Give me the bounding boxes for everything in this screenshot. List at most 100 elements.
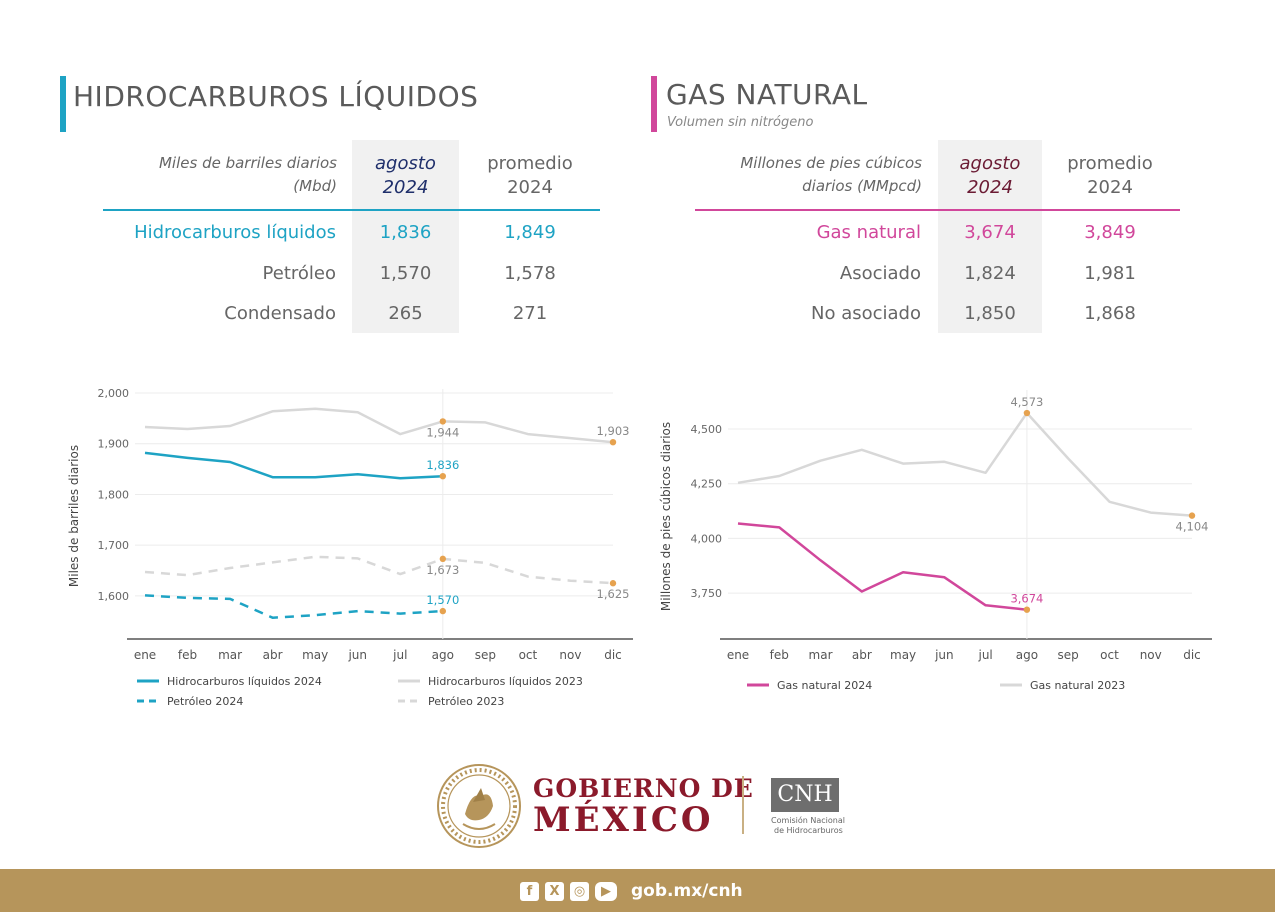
x-tick-label: mar bbox=[809, 648, 833, 662]
data-point-marker bbox=[1023, 409, 1031, 417]
cnh-name-line2: de Hidrocarburos bbox=[774, 826, 843, 835]
y-axis-label: Miles de barriles diarios bbox=[67, 445, 81, 587]
series-line bbox=[737, 411, 1193, 517]
x-tick-label: ago bbox=[432, 648, 454, 662]
gas-row-month: 1,824 bbox=[964, 263, 1016, 284]
y-tick-label: 4,250 bbox=[691, 478, 723, 491]
x-tick-label: may bbox=[890, 648, 916, 662]
mexico-seal-icon bbox=[437, 764, 521, 848]
gas-month-column-shade bbox=[938, 140, 1042, 333]
x-tick-label: sep bbox=[475, 648, 496, 662]
gas-row-label: No asociado bbox=[811, 303, 921, 324]
legend-label: Hidrocarburos líquidos 2024 bbox=[167, 675, 322, 688]
data-label: 1,944 bbox=[426, 425, 459, 439]
liquidos-row-label: Hidrocarburos líquidos bbox=[134, 222, 336, 243]
y-tick-label: 4,000 bbox=[691, 532, 723, 545]
gas-row-avg: 1,981 bbox=[1084, 263, 1136, 284]
gas-avg-header-line2: 2024 bbox=[1087, 177, 1133, 198]
youtube-icon[interactable]: ▶ bbox=[595, 881, 617, 901]
liquidos-avg-header-line2: 2024 bbox=[507, 177, 553, 198]
footer-logos: GOBIERNO DE MÉXICO CNH Comisión Nacional… bbox=[430, 762, 850, 852]
x-icon[interactable]: X bbox=[545, 881, 564, 901]
x-tick-label: feb bbox=[178, 648, 197, 662]
gas-title-accent bbox=[651, 76, 657, 132]
cnh-name-line1: Comisión Nacional bbox=[771, 816, 845, 825]
cnh-logo: CNH bbox=[771, 778, 839, 812]
liquidos-row-month: 1,836 bbox=[379, 222, 432, 243]
y-tick-label: 1,800 bbox=[98, 488, 130, 501]
x-tick-label: jul bbox=[977, 648, 992, 662]
website-link[interactable]: gob.mx/cnh bbox=[631, 881, 743, 901]
data-label: 1,903 bbox=[597, 424, 630, 438]
y-tick-label: 4,500 bbox=[691, 423, 723, 436]
legend-label: Gas natural 2023 bbox=[1030, 679, 1125, 692]
x-tick-label: jul bbox=[392, 648, 407, 662]
y-tick-label: 1,900 bbox=[98, 438, 130, 451]
liquidos-row-month: 265 bbox=[388, 303, 423, 324]
x-tick-label: dic bbox=[1183, 648, 1201, 662]
data-label: 1,673 bbox=[426, 563, 459, 577]
data-label: 3,674 bbox=[1010, 592, 1043, 606]
liquidos-unit-line2: (Mbd) bbox=[293, 177, 337, 195]
series-line bbox=[144, 451, 443, 480]
x-tick-label: ene bbox=[134, 648, 156, 662]
gas-month-header-line1: agosto bbox=[959, 153, 1021, 174]
x-tick-label: feb bbox=[770, 648, 789, 662]
x-tick-label: sep bbox=[1058, 648, 1079, 662]
gas-row-label: Asociado bbox=[839, 263, 921, 284]
liquidos-month-header-line2: 2024 bbox=[382, 177, 429, 198]
legend-label: Petróleo 2023 bbox=[428, 695, 504, 708]
data-point-marker bbox=[609, 580, 617, 587]
liquidos-month-header: agosto 2024 bbox=[352, 152, 459, 200]
liquidos-row-avg: 1,578 bbox=[504, 263, 556, 284]
liquidos-unit-label: Miles de barriles diarios (Mbd) bbox=[110, 152, 337, 198]
x-tick-label: jun bbox=[347, 648, 367, 662]
data-label: 4,104 bbox=[1176, 520, 1209, 534]
gas-avg-header-line1: promedio bbox=[1067, 153, 1153, 174]
gas-unit-label: Millones de pies cúbicos diarios (MMpcd) bbox=[690, 152, 922, 198]
gas-row-month: 1,850 bbox=[964, 303, 1016, 324]
x-tick-label: jun bbox=[934, 648, 954, 662]
liquidos-month-column-shade bbox=[352, 140, 459, 333]
gas-subtitle: Volumen sin nitrógeno bbox=[667, 115, 814, 130]
x-tick-label: mar bbox=[218, 648, 242, 662]
liquidos-title-accent bbox=[60, 76, 66, 132]
instagram-icon[interactable]: ◎ bbox=[570, 881, 589, 901]
gas-month-header-line2: 2024 bbox=[967, 177, 1013, 198]
gas-unit-line1: Millones de pies cúbicos bbox=[740, 154, 922, 172]
x-tick-label: ene bbox=[727, 648, 749, 662]
gas-row-label: Gas natural bbox=[816, 222, 921, 243]
y-tick-label: 1,700 bbox=[98, 539, 130, 552]
x-tick-label: may bbox=[302, 648, 328, 662]
data-point-marker bbox=[439, 472, 447, 480]
x-tick-label: oct bbox=[1100, 648, 1119, 662]
y-axis-label: Millones de pies cúbicos diarios bbox=[659, 422, 673, 611]
liquidos-line-chart: 1,600 1,700 1,800 1,900 2,000 ene feb mar abr may… bbox=[67, 387, 633, 708]
x-tick-label: abr bbox=[263, 648, 283, 662]
liquidos-header-rule bbox=[103, 209, 600, 211]
series-line bbox=[144, 555, 614, 585]
liquidos-avg-header-line1: promedio bbox=[487, 153, 573, 174]
series-line bbox=[144, 594, 443, 619]
data-point-marker bbox=[439, 418, 447, 425]
data-point-marker bbox=[439, 607, 447, 615]
liquidos-row-avg: 1,849 bbox=[504, 222, 556, 243]
y-tick-label: 2,000 bbox=[98, 387, 130, 400]
x-tick-label: ago bbox=[1016, 648, 1038, 662]
liquidos-month-header-line1: agosto bbox=[375, 153, 436, 174]
data-label: 1,625 bbox=[597, 587, 630, 601]
gobierno-line2: MÉXICO bbox=[533, 800, 714, 840]
data-point-marker bbox=[439, 555, 447, 563]
data-label: 1,836 bbox=[426, 458, 459, 472]
gas-row-avg: 3,849 bbox=[1084, 222, 1136, 243]
footer-divider bbox=[742, 776, 744, 834]
series-line bbox=[737, 522, 1028, 611]
facebook-icon[interactable]: f bbox=[520, 881, 539, 901]
footer-bar: f X ◎ ▶ gob.mx/cnh bbox=[0, 869, 1275, 912]
gas-row-avg: 1,868 bbox=[1084, 303, 1136, 324]
data-label: 4,573 bbox=[1010, 395, 1043, 409]
x-tick-label: nov bbox=[1140, 648, 1162, 662]
legend-label: Gas natural 2024 bbox=[777, 679, 872, 692]
gas-line-chart: 3,750 4,000 4,250 4,500 ene feb mar abr may jun ju… bbox=[659, 390, 1212, 692]
gas-header-rule bbox=[695, 209, 1180, 211]
